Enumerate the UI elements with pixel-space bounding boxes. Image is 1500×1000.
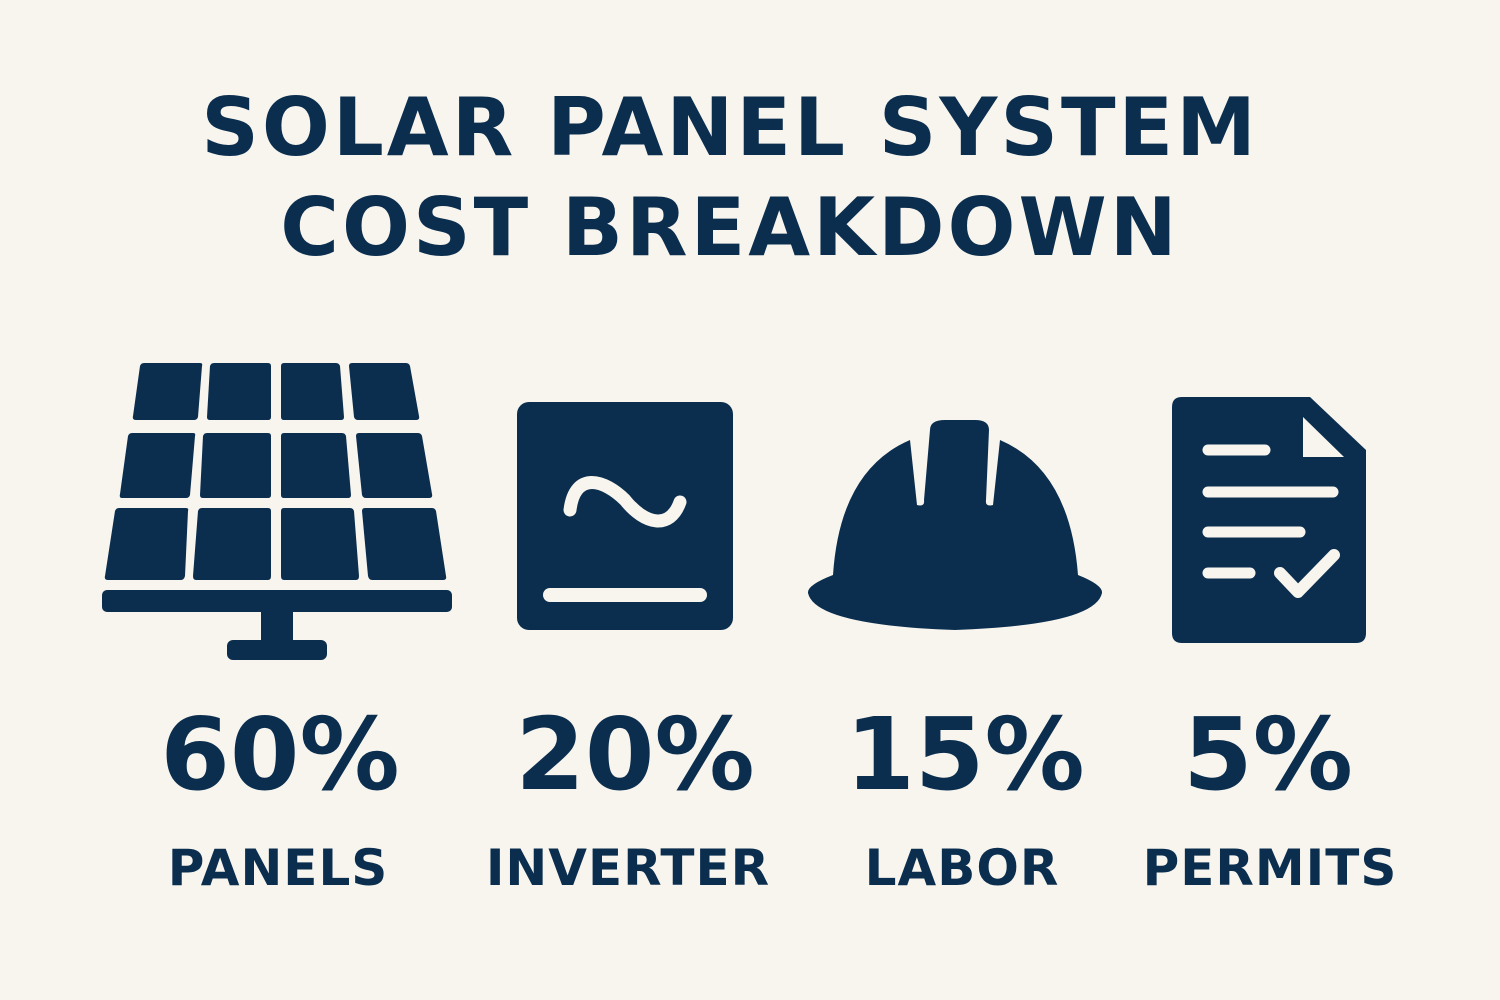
permits-label: PERMITS [1142, 839, 1398, 897]
hard-hat-icon [807, 420, 1103, 630]
inverter-icon [517, 402, 733, 630]
permits-percent: 5% [1183, 696, 1353, 813]
inverter-label: INVERTER [485, 839, 771, 897]
panels-percent: 60% [160, 696, 400, 813]
title-line-1: SOLAR PANEL SYSTEM [201, 81, 1259, 174]
labor-percent: 15% [845, 696, 1085, 813]
inverter-percent: 20% [515, 696, 755, 813]
solar-panel-icon [102, 363, 452, 660]
permit-document-icon [1172, 397, 1366, 643]
page-title: SOLAR PANEL SYSTEM COST BREAKDOWN [0, 78, 1460, 278]
panels-label: PANELS [167, 839, 389, 897]
title-line-2: COST BREAKDOWN [280, 181, 1180, 274]
labor-label: LABOR [864, 839, 1060, 897]
